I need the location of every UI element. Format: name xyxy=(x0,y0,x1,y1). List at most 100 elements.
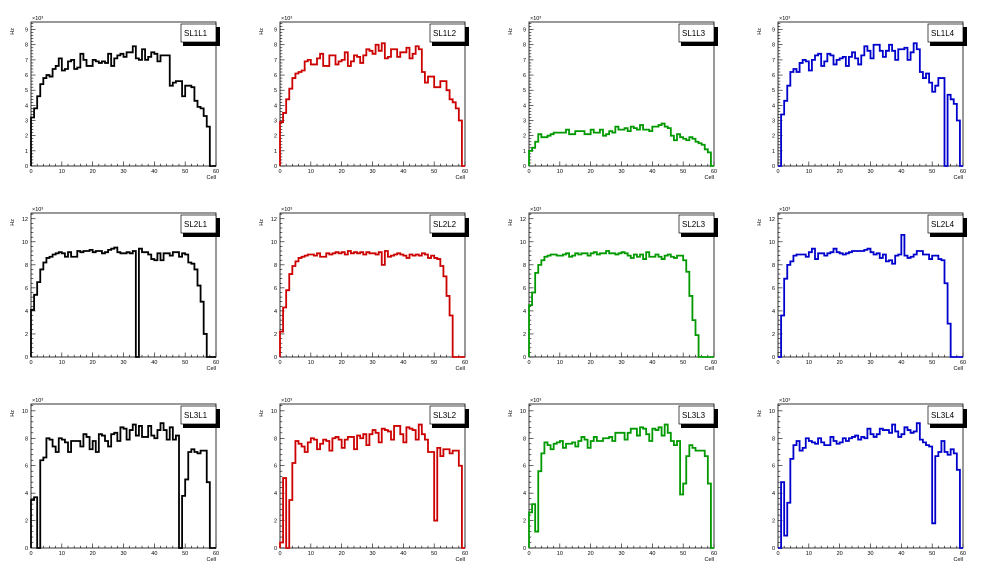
histogram-bin xyxy=(689,296,692,357)
histogram-bin xyxy=(59,438,62,548)
y-tick-label: 2 xyxy=(772,134,775,140)
legend-box xyxy=(180,405,217,425)
histogram-bin xyxy=(846,441,849,548)
histogram-bin xyxy=(548,136,551,166)
histogram-bin xyxy=(830,252,833,357)
y-tick-label: 3 xyxy=(25,119,28,125)
histogram-bin xyxy=(74,69,77,166)
histogram-bin xyxy=(363,55,366,166)
histogram-panel-sl2l2: 0 10 20 30 40 50 60 0 2 4 6 8 10 12 Cell Hz ×10³ SL2L2 xyxy=(259,207,469,372)
histogram-bin xyxy=(708,152,711,166)
histogram-bin xyxy=(93,252,96,357)
histogram-bin xyxy=(53,69,56,166)
histogram-bin xyxy=(305,256,308,357)
histogram-bin xyxy=(843,57,846,166)
y-tick-label: 6 xyxy=(772,464,775,470)
histogram-bin xyxy=(182,96,185,166)
histogram-bin xyxy=(692,139,695,166)
histogram-bin xyxy=(373,253,376,357)
histogram-bin xyxy=(889,260,892,357)
histogram-bin xyxy=(594,437,597,548)
histogram-bin xyxy=(901,235,904,357)
histogram-bin xyxy=(71,60,74,166)
histogram-bin xyxy=(339,440,342,548)
x-tick-label: 0 xyxy=(278,169,281,175)
histogram-bin xyxy=(923,78,926,166)
y-tick-label: 7 xyxy=(25,58,28,64)
histogram-bin xyxy=(90,250,93,357)
y-tick-label: 8 xyxy=(274,43,277,49)
histogram-bin xyxy=(194,452,197,548)
histogram-bin xyxy=(83,434,86,548)
histogram-series xyxy=(279,423,465,549)
histogram-bin xyxy=(339,253,342,357)
x-tick-label: 50 xyxy=(929,360,935,366)
y-axis-exponent: ×10³ xyxy=(530,398,541,404)
y-tick-label: 0 xyxy=(772,355,775,361)
histogram-bin xyxy=(173,440,176,548)
x-tick-label: 60 xyxy=(711,551,717,557)
x-tick-label: 60 xyxy=(462,360,468,366)
histogram-bin xyxy=(837,444,840,548)
histogram-bin xyxy=(948,324,951,357)
histogram-bin xyxy=(809,252,812,357)
legend-box xyxy=(927,23,964,43)
histogram-bin xyxy=(133,251,136,357)
histogram-bin xyxy=(705,149,708,166)
histogram-bin xyxy=(908,430,911,548)
x-tick-label: 0 xyxy=(527,551,530,557)
y-tick-label: 4 xyxy=(25,103,28,109)
histogram-bin xyxy=(142,252,145,357)
histogram-bin xyxy=(440,81,443,166)
histogram-bin xyxy=(612,253,615,357)
histogram-bin xyxy=(797,441,800,548)
y-tick-label: 4 xyxy=(274,309,277,315)
histogram-title: SL2L3 xyxy=(682,220,706,229)
histogram-bin xyxy=(677,134,680,166)
y-axis-title: Hz xyxy=(508,410,514,417)
y-axis-title: Hz xyxy=(757,410,763,417)
histogram-bin xyxy=(99,434,102,548)
histogram-bin xyxy=(443,81,446,166)
histogram-bin xyxy=(114,433,117,548)
histogram-bin xyxy=(37,282,40,357)
histogram-bin xyxy=(781,316,784,357)
histogram-bin xyxy=(191,87,194,166)
histogram-bin xyxy=(585,440,588,548)
histogram-bin xyxy=(308,254,311,357)
histogram-bin xyxy=(948,95,951,166)
x-tick-label: 60 xyxy=(213,169,219,175)
y-tick-label: 4 xyxy=(523,103,526,109)
histogram-bin xyxy=(31,310,34,357)
histogram-bin xyxy=(659,257,662,357)
histogram-bin xyxy=(354,252,357,357)
y-tick-label: 0 xyxy=(25,355,28,361)
y-tick-label: 6 xyxy=(274,73,277,79)
x-tick-label: 60 xyxy=(960,360,966,366)
y-tick-label: 8 xyxy=(25,436,28,442)
histogram-bin xyxy=(117,252,120,357)
histogram-bin xyxy=(538,134,541,166)
y-axis-exponent: ×10³ xyxy=(779,398,790,404)
histogram-bin xyxy=(637,436,640,548)
histogram-bin xyxy=(852,437,855,548)
histogram-bin xyxy=(382,265,385,357)
histogram-bin xyxy=(634,128,637,166)
histogram-bin xyxy=(188,263,191,357)
histogram-bin xyxy=(314,64,317,166)
histogram-bin xyxy=(453,102,456,166)
histogram-bin xyxy=(419,256,422,357)
x-tick-label: 50 xyxy=(182,551,188,557)
histogram-bin xyxy=(834,249,837,357)
histogram-bin xyxy=(50,77,53,166)
histogram-bin xyxy=(535,532,538,548)
histogram-bin xyxy=(139,249,142,357)
histogram-bin xyxy=(388,257,391,357)
histogram-bin xyxy=(578,131,581,166)
histogram-bin xyxy=(652,429,655,548)
histogram-bin xyxy=(50,257,53,357)
histogram-bin xyxy=(901,49,904,166)
histogram-bin xyxy=(77,251,80,357)
histogram-bin xyxy=(207,127,210,166)
